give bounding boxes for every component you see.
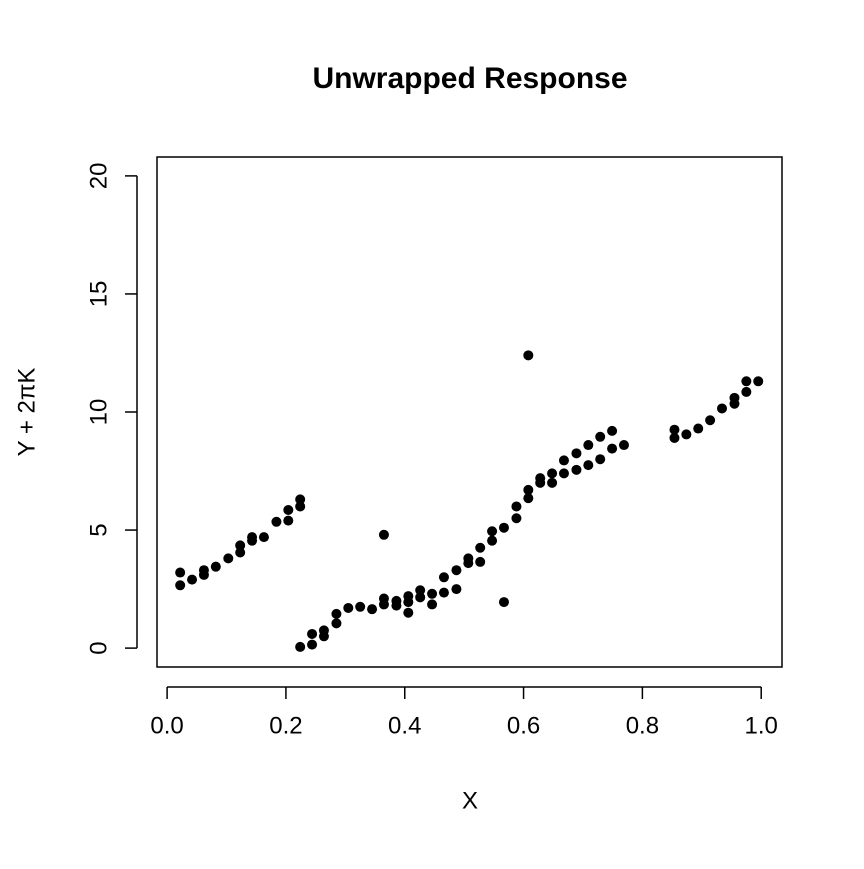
point bbox=[741, 386, 752, 397]
point bbox=[753, 376, 764, 387]
point bbox=[235, 540, 246, 551]
point bbox=[693, 423, 704, 434]
point bbox=[378, 529, 389, 540]
point bbox=[523, 493, 534, 504]
point bbox=[487, 526, 498, 537]
point bbox=[210, 561, 221, 572]
point bbox=[247, 532, 258, 543]
point bbox=[558, 468, 569, 479]
point bbox=[198, 565, 209, 576]
point bbox=[403, 607, 414, 618]
point bbox=[438, 572, 449, 583]
x-tick-label: 0.4 bbox=[388, 712, 421, 739]
point bbox=[669, 424, 680, 435]
point bbox=[705, 415, 716, 426]
point bbox=[669, 432, 680, 443]
point bbox=[318, 625, 329, 636]
y-axis-label: Y + 2πK bbox=[13, 368, 40, 457]
point bbox=[331, 618, 342, 629]
point bbox=[415, 592, 426, 603]
point bbox=[451, 584, 462, 595]
point bbox=[535, 473, 546, 484]
y-tick-label: 5 bbox=[85, 523, 112, 536]
point bbox=[343, 602, 354, 613]
y-tick-label: 0 bbox=[85, 641, 112, 654]
x-tick-label: 0.8 bbox=[626, 712, 659, 739]
y-tick-label: 10 bbox=[85, 399, 112, 426]
x-tick-label: 0.2 bbox=[269, 712, 302, 739]
point bbox=[367, 604, 378, 615]
point bbox=[547, 477, 558, 488]
point bbox=[475, 542, 486, 553]
point bbox=[427, 599, 438, 610]
point bbox=[258, 532, 269, 543]
point bbox=[511, 513, 522, 524]
point bbox=[571, 464, 582, 475]
point bbox=[403, 597, 414, 608]
chart-title: Unwrapped Response bbox=[312, 62, 627, 95]
point bbox=[595, 431, 606, 442]
point bbox=[391, 600, 402, 611]
point bbox=[271, 516, 282, 527]
point bbox=[235, 547, 246, 558]
y-tick-label: 20 bbox=[85, 163, 112, 190]
point bbox=[175, 580, 186, 591]
point bbox=[595, 454, 606, 465]
point bbox=[716, 403, 727, 414]
point bbox=[295, 641, 306, 652]
point bbox=[475, 556, 486, 567]
point bbox=[307, 639, 318, 650]
point bbox=[607, 443, 618, 454]
point bbox=[498, 597, 509, 608]
point bbox=[498, 522, 509, 533]
point bbox=[523, 350, 534, 361]
point bbox=[438, 587, 449, 598]
point bbox=[451, 565, 462, 576]
point bbox=[523, 484, 534, 495]
point bbox=[378, 593, 389, 604]
point bbox=[618, 440, 629, 451]
point bbox=[583, 460, 594, 471]
point bbox=[571, 448, 582, 459]
point bbox=[283, 515, 294, 526]
x-tick-label: 0.6 bbox=[507, 712, 540, 739]
point bbox=[187, 574, 198, 585]
point bbox=[415, 585, 426, 596]
point bbox=[295, 501, 306, 512]
plot-box bbox=[156, 156, 783, 668]
point bbox=[307, 628, 318, 639]
point bbox=[729, 398, 740, 409]
point bbox=[547, 468, 558, 479]
point bbox=[427, 588, 438, 599]
point bbox=[175, 567, 186, 578]
point bbox=[607, 425, 618, 436]
point bbox=[223, 553, 234, 564]
point bbox=[355, 601, 366, 612]
point bbox=[583, 440, 594, 451]
point bbox=[331, 608, 342, 619]
y-tick-label: 15 bbox=[85, 281, 112, 308]
point bbox=[681, 429, 692, 440]
x-tick-label: 0.0 bbox=[150, 712, 183, 739]
x-axis-label: X bbox=[462, 787, 478, 814]
point bbox=[558, 455, 569, 466]
point bbox=[295, 494, 306, 505]
x-tick-label: 1.0 bbox=[745, 712, 778, 739]
point bbox=[463, 558, 474, 569]
point bbox=[741, 376, 752, 387]
point bbox=[283, 504, 294, 515]
point bbox=[511, 501, 522, 512]
point bbox=[487, 535, 498, 546]
